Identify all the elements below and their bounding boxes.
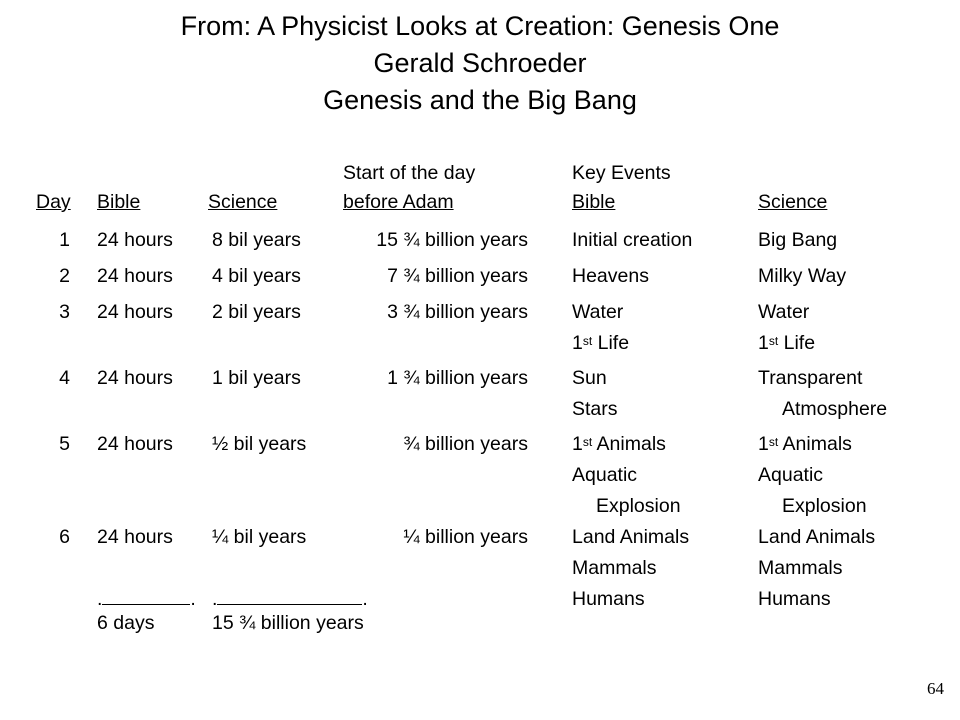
row-start-before-adam: 15 ¾ billion years bbox=[376, 229, 528, 251]
row-bible-duration: 24 hours bbox=[97, 229, 173, 251]
row-day: 1 bbox=[59, 229, 70, 251]
total-science: 15 ¾ billion years bbox=[212, 612, 364, 634]
row-start-before-adam: 7 ¾ billion years bbox=[387, 265, 528, 287]
row-start-before-adam: ¼ billion years bbox=[403, 526, 528, 548]
row-key-event-science: Atmosphere bbox=[782, 398, 888, 420]
row-key-event-science: Humans bbox=[758, 588, 831, 610]
page-number: 64 bbox=[927, 679, 944, 698]
row-key-event-bible: Sun bbox=[572, 367, 607, 389]
header-key-events: Key Events bbox=[572, 162, 671, 184]
row-key-event-science: Milky Way bbox=[758, 265, 847, 287]
row-key-event-science: Transparent bbox=[758, 367, 863, 389]
row-key-event-science: Land Animals bbox=[758, 526, 876, 548]
row-key-event-bible: Stars bbox=[572, 398, 618, 420]
science-total-rule: .. bbox=[212, 588, 368, 610]
row-start-before-adam: ¾ billion years bbox=[403, 433, 528, 455]
row-key-event-bible: Explosion bbox=[596, 495, 681, 517]
header-ke-bible: Bible bbox=[572, 191, 616, 213]
row-science-duration: 4 bil years bbox=[212, 265, 301, 287]
row-day: 4 bbox=[59, 367, 70, 389]
row-science-duration: 2 bil years bbox=[212, 301, 301, 323]
row-key-event-bible: 1st Animals bbox=[572, 433, 666, 455]
bible-total-rule: .. bbox=[97, 588, 196, 610]
row-science-duration: ½ bil years bbox=[212, 433, 307, 455]
row-science-duration: 8 bil years bbox=[212, 229, 301, 251]
row-key-event-science: 1st Animals bbox=[758, 433, 852, 455]
row-key-event-science: Explosion bbox=[782, 495, 867, 517]
row-start-before-adam: 3 ¾ billion years bbox=[387, 301, 528, 323]
row-bible-duration: 24 hours bbox=[97, 367, 173, 389]
row-science-duration: 1 bil years bbox=[212, 367, 301, 389]
row-key-event-science: 1st Life bbox=[758, 332, 816, 354]
total-bible: 6 days bbox=[97, 612, 155, 634]
title-line-1: From: A Physicist Looks at Creation: Gen… bbox=[180, 11, 780, 41]
row-day: 5 bbox=[59, 433, 70, 455]
row-day: 6 bbox=[59, 526, 70, 548]
row-bible-duration: 24 hours bbox=[97, 301, 173, 323]
row-day: 3 bbox=[59, 301, 70, 323]
row-key-event-bible: 1st Life bbox=[572, 332, 630, 354]
row-start-before-adam: 1 ¾ billion years bbox=[387, 367, 528, 389]
row-bible-duration: 24 hours bbox=[97, 433, 173, 455]
row-key-event-science: Aquatic bbox=[758, 464, 824, 486]
row-key-event-bible: Water bbox=[572, 301, 624, 323]
header-bible: Bible bbox=[97, 191, 141, 213]
row-key-event-science: Mammals bbox=[758, 557, 843, 579]
row-key-event-bible: Mammals bbox=[572, 557, 657, 579]
header-start-line1: Start of the day bbox=[343, 162, 476, 184]
row-key-event-science: Big Bang bbox=[758, 229, 838, 251]
title-line-2: Gerald Schroeder bbox=[373, 48, 587, 78]
row-key-event-bible: Heavens bbox=[572, 265, 649, 287]
title-line-3: Genesis and the Big Bang bbox=[323, 85, 637, 115]
row-key-event-bible: Humans bbox=[572, 588, 645, 610]
header-start-line2: before Adam bbox=[343, 191, 454, 213]
row-key-event-bible: Initial creation bbox=[572, 229, 693, 251]
header-ke-science: Science bbox=[758, 191, 828, 213]
header-science: Science bbox=[208, 191, 278, 213]
row-day: 2 bbox=[59, 265, 70, 287]
row-bible-duration: 24 hours bbox=[97, 526, 173, 548]
row-science-duration: ¼ bil years bbox=[212, 526, 307, 548]
row-key-event-science: Water bbox=[758, 301, 810, 323]
row-bible-duration: 24 hours bbox=[97, 265, 173, 287]
row-key-event-bible: Land Animals bbox=[572, 526, 690, 548]
row-key-event-bible: Aquatic bbox=[572, 464, 638, 486]
header-day: Day bbox=[36, 191, 71, 213]
